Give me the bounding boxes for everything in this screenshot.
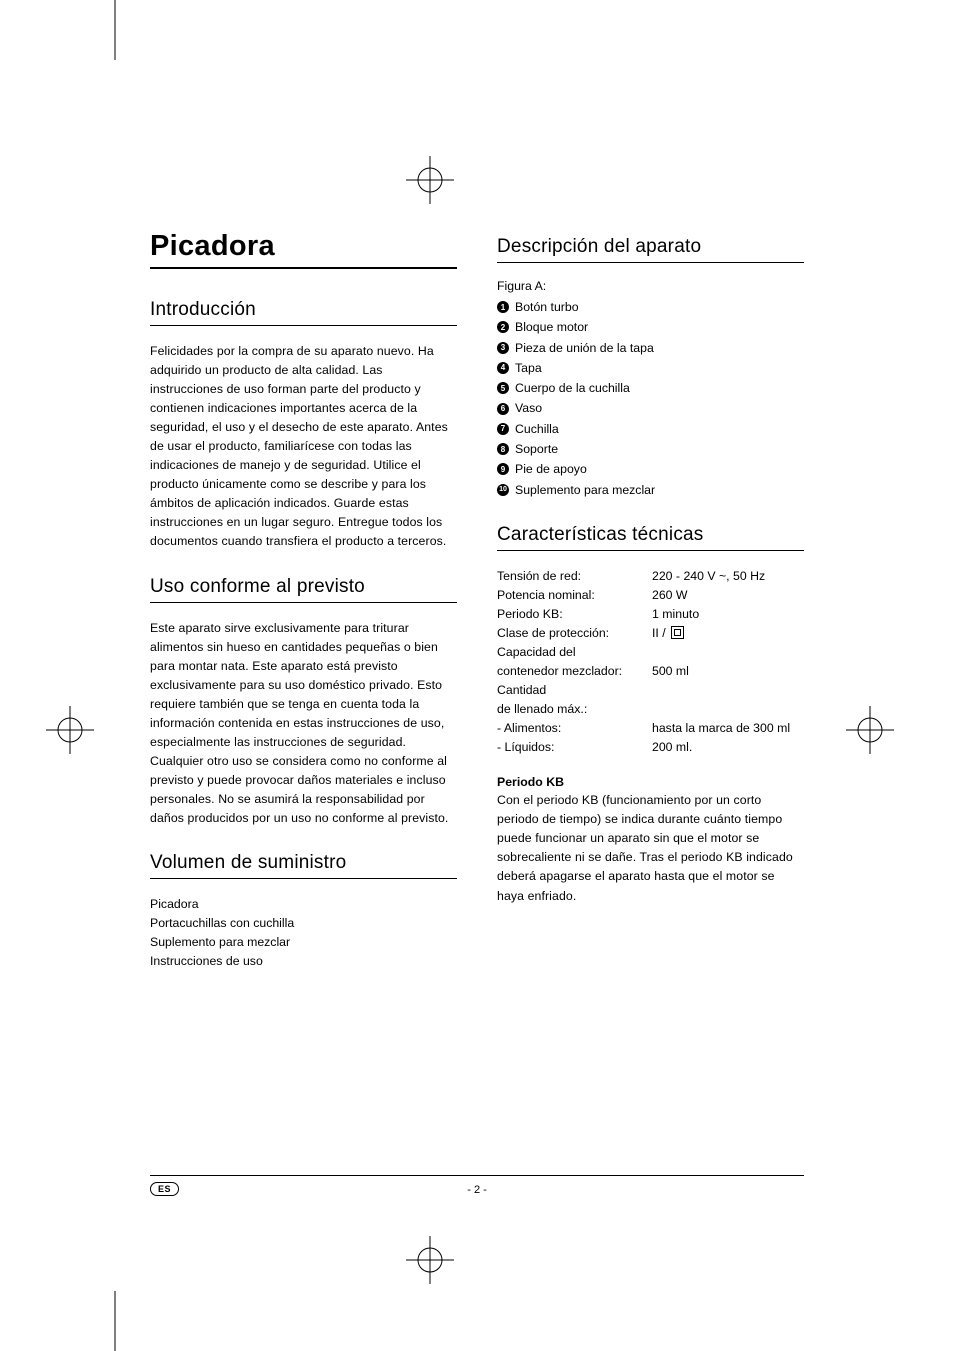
spec-value: 220 - 240 V ~, 50 Hz [652, 567, 804, 586]
part-item: 7 Cuchilla [497, 419, 804, 439]
intended-use-heading: Uso conforme al previsto [150, 576, 457, 603]
part-label: Tapa [515, 358, 542, 378]
kb-body: Con el periodo KB (funcionamiento por un… [497, 791, 804, 905]
spec-label: Cantidad [497, 681, 652, 700]
double-insulation-icon [671, 626, 684, 639]
part-label: Cuchilla [515, 419, 559, 439]
part-label: Vaso [515, 398, 542, 418]
page-footer: ES - 2 - [150, 1175, 804, 1196]
supply-item: Portacuchillas con cuchilla [150, 914, 457, 933]
spec-row: Potencia nominal:260 W [497, 586, 804, 605]
part-item: 2 Bloque motor [497, 317, 804, 337]
spec-row: Cantidad [497, 681, 804, 700]
spec-row: Capacidad del [497, 643, 804, 662]
figure-label: Figura A: [497, 279, 804, 293]
registration-mark-top [400, 150, 460, 210]
part-number-icon: 6 [497, 403, 509, 415]
part-item: 5 Cuerpo de la cuchilla [497, 378, 804, 398]
kb-heading: Periodo KB [497, 775, 804, 789]
supply-item: Instrucciones de uso [150, 952, 457, 971]
spec-value: 260 W [652, 586, 804, 605]
spec-row: contenedor mezclador:500 ml [497, 662, 804, 681]
part-label: Pieza de unión de la tapa [515, 338, 654, 358]
part-number-icon: 1 [497, 301, 509, 313]
part-number-icon: 4 [497, 362, 509, 374]
spec-value-text: II / [652, 626, 669, 640]
intro-body: Felicidades por la compra de su aparato … [150, 342, 457, 552]
spec-label: Periodo KB: [497, 605, 652, 624]
spec-row: - Líquidos:200 ml. [497, 738, 804, 757]
page-content: Picadora Introducción Felicidades por la… [150, 230, 804, 971]
supply-list: Picadora Portacuchillas con cuchilla Sup… [150, 895, 457, 971]
part-number-icon: 5 [497, 382, 509, 394]
specs-heading: Características técnicas [497, 524, 804, 551]
spec-label: contenedor mezclador: [497, 662, 652, 681]
document-title: Picadora [150, 230, 457, 269]
spec-label: - Alimentos: [497, 719, 652, 738]
part-item: 3 Pieza de unión de la tapa [497, 338, 804, 358]
spec-value: hasta la marca de 300 ml [652, 719, 804, 738]
part-number-icon: 10 [497, 484, 509, 496]
spec-row: de llenado máx.: [497, 700, 804, 719]
spec-label: de llenado máx.: [497, 700, 652, 719]
spec-label: Capacidad del [497, 643, 652, 662]
registration-mark-right [840, 700, 900, 760]
part-label: Botón turbo [515, 297, 579, 317]
spec-label: Tensión de red: [497, 567, 652, 586]
part-number-icon: 8 [497, 443, 509, 455]
registration-mark-bottom [400, 1230, 460, 1290]
part-label: Cuerpo de la cuchilla [515, 378, 630, 398]
part-item: 8 Soporte [497, 439, 804, 459]
part-number-icon: 3 [497, 342, 509, 354]
spec-value: 1 minuto [652, 605, 804, 624]
part-item: 9 Pie de apoyo [497, 459, 804, 479]
part-label: Soporte [515, 439, 558, 459]
part-item: 10 Suplemento para mezclar [497, 480, 804, 500]
part-item: 6 Vaso [497, 398, 804, 418]
spec-value: 500 ml [652, 662, 804, 681]
intended-use-body: Este aparato sirve exclusivamente para t… [150, 619, 457, 829]
parts-list: 1 Botón turbo 2 Bloque motor 3 Pieza de uni… [497, 297, 804, 500]
language-badge: ES [150, 1182, 179, 1196]
description-heading: Descripción del aparato [497, 236, 804, 263]
part-label: Bloque motor [515, 317, 588, 337]
part-number-icon: 7 [497, 423, 509, 435]
left-column: Picadora Introducción Felicidades por la… [150, 230, 457, 971]
spec-label: - Líquidos: [497, 738, 652, 757]
supply-item: Picadora [150, 895, 457, 914]
registration-mark-left [40, 700, 100, 760]
spec-row: Tensión de red:220 - 240 V ~, 50 Hz [497, 567, 804, 586]
right-column: Descripción del aparato Figura A: 1 Botón… [497, 230, 804, 971]
part-number-icon: 9 [497, 463, 509, 475]
spec-row: - Alimentos:hasta la marca de 300 ml [497, 719, 804, 738]
part-number-icon: 2 [497, 321, 509, 333]
part-label: Suplemento para mezclar [515, 480, 655, 500]
spec-label: Potencia nominal: [497, 586, 652, 605]
part-item: 4 Tapa [497, 358, 804, 378]
supply-item: Suplemento para mezclar [150, 933, 457, 952]
part-label: Pie de apoyo [515, 459, 587, 479]
spec-row: Clase de protección:II / [497, 624, 804, 643]
intro-heading: Introducción [150, 299, 457, 326]
page-number: - 2 - [467, 1184, 487, 1196]
part-item: 1 Botón turbo [497, 297, 804, 317]
supply-heading: Volumen de suministro [150, 852, 457, 879]
spec-value: 200 ml. [652, 738, 804, 757]
spec-label: Clase de protección: [497, 624, 652, 643]
specs-table: Tensión de red:220 - 240 V ~, 50 Hz Pote… [497, 567, 804, 757]
spec-row: Periodo KB:1 minuto [497, 605, 804, 624]
spec-value: II / [652, 624, 804, 643]
